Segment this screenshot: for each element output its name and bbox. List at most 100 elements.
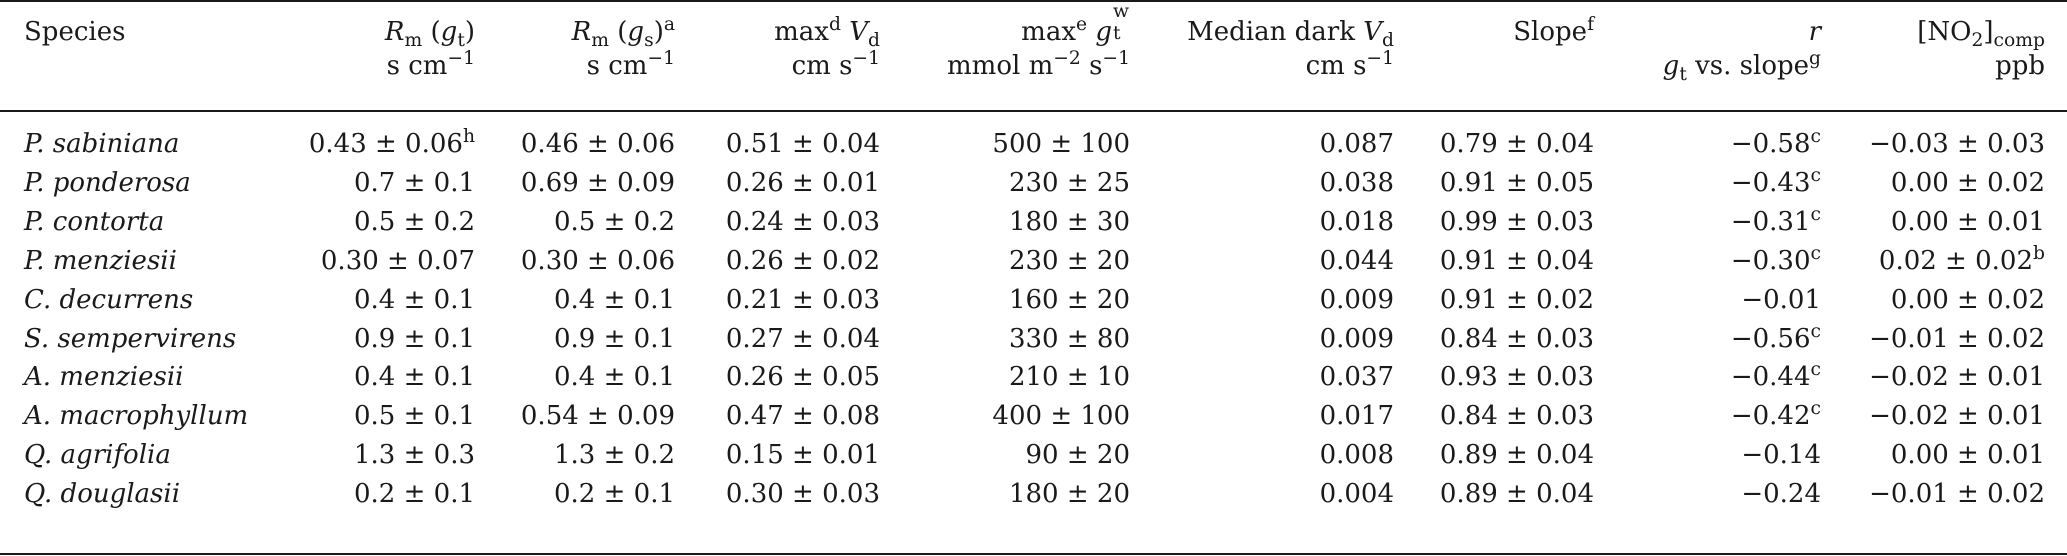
cell-rm-gt: 0.7 ± 0.1 (353, 168, 475, 198)
cell-species: P. menziesii (24, 246, 177, 276)
cell-species: A. menziesii (24, 362, 184, 392)
cell-species: A. macrophyllum (24, 401, 249, 431)
cell-slope: 0.91 ± 0.04 (1439, 246, 1594, 276)
cell-rm-gs: 0.4 ± 0.1 (553, 285, 675, 315)
cell-rm-gs: 0.2 ± 0.1 (553, 479, 675, 509)
cell-r: −0.24 (1741, 479, 1821, 509)
cell-no2: −0.01 ± 0.02 (1869, 324, 2045, 354)
cell-no2: −0.03 ± 0.03 (1869, 129, 2045, 159)
cell-species: P. ponderosa (24, 168, 191, 198)
table-top-rule (0, 0, 2067, 2)
header-species: Species (24, 17, 126, 47)
cell-dark: 0.008 (1319, 440, 1394, 470)
cell-species: Q. agrifolia (24, 440, 171, 470)
footnote-marker: c (1810, 242, 1821, 264)
cell-r: −0.14 (1741, 440, 1821, 470)
cell-maxvd: 0.24 ± 0.03 (725, 207, 880, 237)
cell-rm-gt: 0.5 ± 0.2 (353, 207, 475, 237)
cell-maxgt: 180 ± 20 (1008, 479, 1130, 509)
header-rm-gt-unit: s cm−1 (386, 47, 475, 81)
cell-no2: 0.00 ± 0.01 (1890, 207, 2045, 237)
cell-maxvd: 0.26 ± 0.02 (725, 246, 880, 276)
header-rm-gs: Rm (gs)a (571, 13, 675, 51)
cell-rm-gt: 0.2 ± 0.1 (353, 479, 475, 509)
cell-dark: 0.018 (1319, 207, 1394, 237)
footnote-marker: h (462, 125, 475, 147)
footnote-marker: c (1810, 397, 1821, 419)
footnote-marker: c (1810, 125, 1821, 147)
cell-rm-gs: 0.9 ± 0.1 (553, 324, 675, 354)
cell-maxvd: 0.21 ± 0.03 (725, 285, 880, 315)
header-median-dark-vd-unit: cm s−1 (1305, 47, 1394, 81)
cell-maxgt: 400 ± 100 (992, 401, 1130, 431)
cell-no2: −0.02 ± 0.01 (1869, 401, 2045, 431)
cell-maxgt: 90 ± 20 (1025, 440, 1130, 470)
cell-species: S. sempervirens (24, 324, 237, 354)
cell-rm-gs: 0.30 ± 0.06 (520, 246, 675, 276)
cell-rm-gs: 0.69 ± 0.09 (520, 168, 675, 198)
cell-r: −0.43c (1730, 164, 1821, 198)
cell-species: C. decurrens (24, 285, 194, 315)
table-bottom-rule (0, 553, 2067, 555)
cell-dark: 0.004 (1319, 479, 1394, 509)
cell-dark: 0.037 (1319, 362, 1394, 392)
cell-species: P. contorta (24, 207, 165, 237)
cell-rm-gs: 1.3 ± 0.2 (553, 440, 675, 470)
table-header-rule (0, 110, 2067, 112)
header-max-vd: maxd Vd (774, 13, 880, 51)
header-r-sub: gt vs. slopeg (1662, 47, 1821, 85)
header-max-vd-unit: cm s−1 (791, 47, 880, 81)
footnote-marker: c (1810, 164, 1821, 186)
footnote-marker: c (1810, 320, 1821, 342)
cell-species: P. sabiniana (24, 129, 180, 159)
cell-maxvd: 0.47 ± 0.08 (725, 401, 880, 431)
footnote-marker: c (1810, 203, 1821, 225)
cell-no2: −0.01 ± 0.02 (1869, 479, 2045, 509)
cell-rm-gt: 0.9 ± 0.1 (353, 324, 475, 354)
cell-rm-gs: 0.46 ± 0.06 (520, 129, 675, 159)
cell-rm-gt: 0.43 ± 0.06h (308, 125, 475, 159)
cell-slope: 0.84 ± 0.03 (1439, 401, 1594, 431)
cell-rm-gt: 0.5 ± 0.1 (353, 401, 475, 431)
cell-dark: 0.009 (1319, 285, 1394, 315)
cell-r: −0.30c (1730, 242, 1821, 276)
cell-r: −0.44c (1730, 358, 1821, 392)
footnote-marker: c (1810, 358, 1821, 380)
cell-slope: 0.89 ± 0.04 (1439, 479, 1594, 509)
header-r: r (1808, 17, 1821, 47)
cell-slope: 0.99 ± 0.03 (1439, 207, 1594, 237)
cell-maxvd: 0.27 ± 0.04 (725, 324, 880, 354)
cell-r: −0.58c (1730, 125, 1821, 159)
cell-maxgt: 180 ± 30 (1008, 207, 1130, 237)
cell-slope: 0.84 ± 0.03 (1439, 324, 1594, 354)
cell-slope: 0.91 ± 0.02 (1439, 285, 1594, 315)
cell-dark: 0.044 (1319, 246, 1394, 276)
header-no2-comp: [NO2]comp (1917, 17, 2045, 51)
cell-rm-gs: 0.54 ± 0.09 (520, 401, 675, 431)
cell-dark: 0.038 (1319, 168, 1394, 198)
cell-no2: 0.00 ± 0.02 (1890, 168, 2045, 198)
cell-rm-gt: 0.4 ± 0.1 (353, 362, 475, 392)
cell-no2: −0.02 ± 0.01 (1869, 362, 2045, 392)
cell-maxvd: 0.30 ± 0.03 (725, 479, 880, 509)
cell-species: Q. douglasii (24, 479, 181, 509)
cell-rm-gs: 0.5 ± 0.2 (553, 207, 675, 237)
cell-r: −0.42c (1730, 397, 1821, 431)
cell-maxvd: 0.26 ± 0.05 (725, 362, 880, 392)
cell-no2: 0.00 ± 0.01 (1890, 440, 2045, 470)
cell-no2: 0.00 ± 0.02 (1890, 285, 2045, 315)
cell-no2: 0.02 ± 0.02b (1878, 242, 2045, 276)
header-median-dark-vd: Median dark Vd (1187, 17, 1394, 51)
cell-rm-gt: 0.4 ± 0.1 (353, 285, 475, 315)
cell-rm-gt: 1.3 ± 0.3 (353, 440, 475, 470)
cell-maxgt: 160 ± 20 (1008, 285, 1130, 315)
cell-rm-gt: 0.30 ± 0.07 (320, 246, 475, 276)
header-slope: Slopef (1513, 13, 1594, 47)
cell-maxgt: 230 ± 20 (1008, 246, 1130, 276)
header-no2-unit: ppb (1995, 51, 2045, 81)
cell-r: −0.01 (1741, 285, 1821, 315)
footnote-marker: b (2033, 242, 2045, 264)
cell-maxgt: 210 ± 10 (1008, 362, 1130, 392)
cell-maxvd: 0.51 ± 0.04 (725, 129, 880, 159)
